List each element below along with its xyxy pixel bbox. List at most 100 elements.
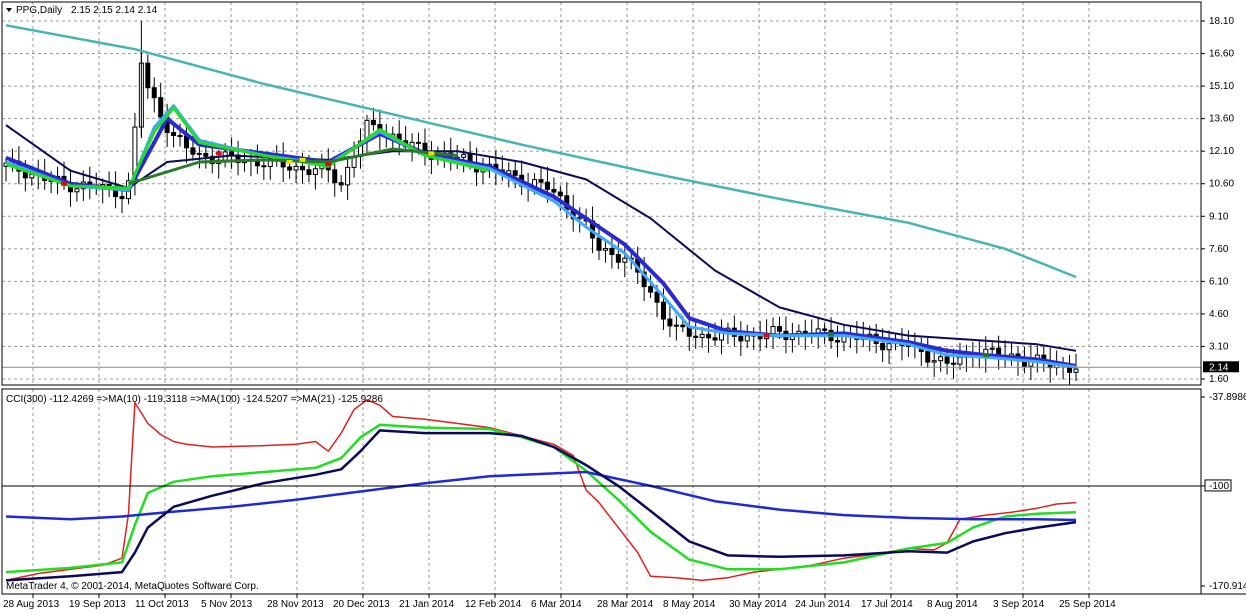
- price-bar-body: [119, 196, 125, 200]
- price-bar-body: [261, 165, 267, 168]
- price-bar-body: [512, 170, 518, 176]
- price-bar-body: [203, 152, 209, 157]
- price-bar-body: [693, 335, 699, 338]
- price-bar-body: [886, 343, 892, 351]
- last-price-box: [1203, 361, 1239, 373]
- sub-pane-border: [1, 388, 1202, 595]
- price-bar-body: [944, 356, 950, 364]
- price-bar-body: [622, 257, 628, 263]
- price-bar-body: [1073, 368, 1079, 373]
- price-indicator-line: [5, 116, 1077, 368]
- price-tick-label: 13.60: [1209, 114, 1234, 125]
- price-bar-body: [370, 119, 376, 126]
- price-bar-body: [287, 166, 293, 171]
- price-bar-body: [416, 141, 422, 144]
- date-tick-label: 25 Sep 2014: [1059, 599, 1116, 610]
- price-bar-body: [880, 342, 886, 351]
- price-tick-label: 18.10: [1209, 16, 1234, 27]
- price-tick-label: 3.10: [1209, 341, 1229, 352]
- price-bar-body: [776, 326, 782, 332]
- signal-marker: [828, 332, 835, 337]
- price-indicator-line: [5, 104, 1077, 369]
- price-bar-body: [712, 337, 718, 341]
- price-bar-body: [190, 147, 196, 155]
- price-bar-body: [145, 62, 151, 89]
- date-tick-label: 28 Mar 2014: [597, 599, 654, 610]
- cci-indicator-line: [5, 399, 1077, 582]
- price-bar-body: [738, 335, 744, 342]
- date-tick-label: 30 May 2014: [729, 599, 787, 610]
- date-tick-label: 19 Sep 2013: [69, 599, 126, 610]
- price-bar-body: [544, 181, 550, 190]
- price-tick-label: 10.60: [1209, 179, 1234, 190]
- price-bar-body: [196, 152, 202, 155]
- price-tick-label: 7.60: [1209, 244, 1229, 255]
- price-bar-body: [151, 87, 157, 99]
- price-bar-body: [551, 188, 557, 193]
- price-bar-body: [209, 155, 215, 165]
- price-tick-label: 15.10: [1209, 81, 1234, 92]
- price-bar-body: [673, 324, 679, 327]
- price-tick-label: 6.10: [1209, 276, 1229, 287]
- price-bar-body: [300, 165, 306, 171]
- price-bar-body: [660, 301, 666, 320]
- price-bar-body: [293, 165, 299, 171]
- price-bar-body: [706, 333, 712, 339]
- date-tick-label: 8 Aug 2014: [927, 599, 978, 610]
- price-bar-body: [345, 166, 351, 186]
- price-bar-body: [538, 179, 544, 183]
- price-bar-body: [925, 350, 931, 363]
- chart-labels: PPG,Daily 2.15 2.15 2.14 2.14 CCI(300) -11…: [6, 5, 383, 592]
- price-indicator-line: [5, 106, 490, 190]
- price-bar-body: [557, 191, 563, 197]
- signal-marker: [215, 151, 222, 156]
- last-price-label: 2.14: [1209, 362, 1229, 373]
- date-tick-label: 28 Aug 2013: [3, 599, 60, 610]
- date-tick-label: 17 Jul 2014: [861, 599, 913, 610]
- price-bar-body: [822, 328, 828, 331]
- price-bar-body: [989, 347, 995, 350]
- cci-tick-label: -37.8986: [1209, 392, 1246, 403]
- signal-marker: [299, 157, 306, 162]
- signal-marker: [325, 162, 332, 167]
- signal-marker: [428, 151, 435, 156]
- price-bar-body: [596, 237, 602, 251]
- date-tick-label: 12 Feb 2014: [465, 599, 522, 610]
- price-bar-body: [74, 188, 80, 193]
- cci-tick-label: -170.914: [1209, 581, 1246, 592]
- price-bar-body: [306, 169, 312, 175]
- cci-indicator-line: [5, 429, 1077, 582]
- cci-indicator-line: [5, 423, 1077, 574]
- price-bar-body: [667, 318, 673, 327]
- price-bar-body: [577, 216, 583, 220]
- price-bar-body: [267, 157, 273, 168]
- ohlc-values: 2.15 2.15 2.14 2.14: [71, 5, 158, 16]
- price-bar-body: [699, 333, 705, 338]
- date-tick-label: 21 Jan 2014: [399, 599, 454, 610]
- price-bar-body: [680, 324, 686, 328]
- price-bar-body: [744, 335, 750, 342]
- cci-level-box: [1204, 479, 1232, 492]
- price-indicator-line: [5, 124, 1077, 352]
- price-indicator-line: [5, 24, 1077, 279]
- price-tick-label: 1.60: [1209, 374, 1229, 385]
- indicator-lines: [2, 24, 1201, 582]
- price-bar-body: [171, 132, 177, 137]
- price-bar-body: [602, 248, 608, 251]
- time-axis: 28 Aug 2013 19 Sep 2013 11 Oct 2013 5 Nov 2…: [3, 594, 1116, 610]
- date-tick-label: 3 Sep 2014: [993, 599, 1045, 610]
- cci-indicator-title: CCI(300) -112.4269 =>MA(10) -119.3118 =>…: [6, 394, 383, 405]
- date-tick-label: 6 Mar 2014: [531, 599, 582, 610]
- price-tick-label: 4.60: [1209, 309, 1229, 320]
- price-bar-body: [177, 135, 183, 138]
- signal-marker: [982, 353, 989, 358]
- price-bar-body: [158, 97, 164, 118]
- price-tick-label: 16.60: [1209, 49, 1234, 60]
- price-bar-body: [654, 291, 660, 303]
- price-bar-body: [312, 168, 318, 175]
- cci-indicator-line: [5, 470, 1077, 522]
- chart-title: PPG,Daily: [16, 5, 62, 16]
- main-pane-border: [1, 1, 1202, 386]
